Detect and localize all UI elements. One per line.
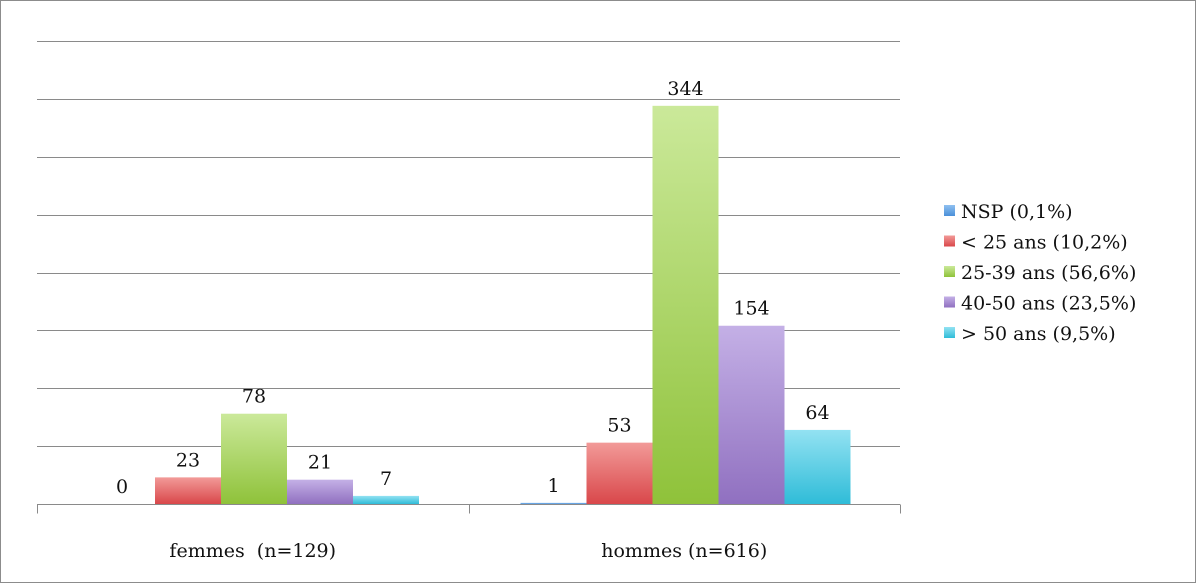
bar-hommes-series-1 (586, 442, 653, 504)
bar-hommes-series-4 (784, 429, 851, 504)
legend-swatch (944, 205, 955, 216)
x-tick-label: femmes (n=129) (169, 540, 336, 562)
bar-femmes-series-2 (221, 413, 287, 504)
data-label: 64 (805, 402, 829, 424)
bar-hommes-series-0 (520, 502, 587, 504)
bar-femmes-series-3 (287, 479, 353, 504)
data-label: 23 (176, 449, 200, 471)
bar-femmes-series-1 (155, 477, 221, 504)
legend: NSP (0,1%) < 25 ans (10,2%) 25-39 ans (56,… (944, 201, 1136, 345)
legend-label: < 25 ans (10,2%) (961, 232, 1128, 254)
legend-swatch (944, 235, 955, 247)
bar-hommes-series-3 (718, 325, 785, 504)
data-label: 1 (547, 475, 559, 497)
x-axis: femmes (n=129) hommes (n=616) (37, 504, 901, 562)
data-label: 7 (380, 468, 392, 490)
data-label: 154 (733, 298, 769, 320)
data-label: 53 (607, 415, 631, 437)
legend-label: 25-39 ans (56,6%) (961, 262, 1136, 284)
data-label: 0 (116, 476, 128, 498)
legend-swatch (944, 296, 955, 308)
legend-label: NSP (0,1%) (961, 201, 1073, 223)
data-label: 344 (667, 78, 703, 100)
bar-hommes-series-2 (652, 105, 719, 504)
legend-swatch (944, 327, 955, 338)
x-tick-label: hommes (n=616) (601, 540, 767, 562)
legend-label: 40-50 ans (23,5%) (961, 293, 1136, 315)
data-label: 21 (308, 452, 332, 474)
bars (155, 105, 851, 504)
data-label: 78 (242, 386, 266, 408)
legend-label: > 50 ans (9,5%) (961, 323, 1116, 345)
data-labels: 0 23 78 21 7 1 53 344 154 64 (116, 78, 830, 498)
legend-swatch (944, 266, 955, 277)
bar-femmes-series-4 (353, 495, 419, 504)
